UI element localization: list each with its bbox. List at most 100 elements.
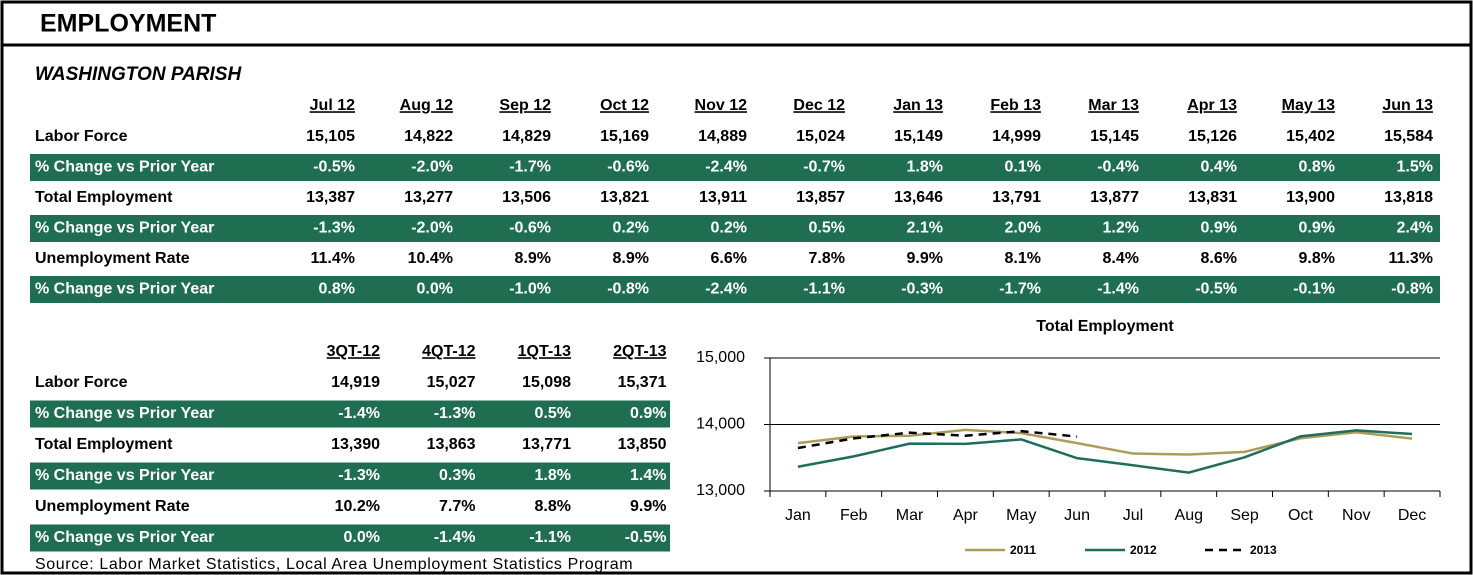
column-header: Dec 12 <box>793 97 845 114</box>
cell: 14,822 <box>404 128 453 145</box>
cell: 2.4% <box>1397 220 1433 237</box>
cell: 15,149 <box>894 128 943 145</box>
row-label: Labor Force <box>35 128 128 145</box>
series-line <box>797 429 1413 474</box>
cell: -0.3% <box>901 281 943 298</box>
cell: 8.1% <box>1005 250 1041 267</box>
cell: 13,831 <box>1188 189 1237 206</box>
row-label: % Change vs Prior Year <box>35 159 214 176</box>
legend-label: 2012 <box>1130 543 1157 557</box>
cell: -0.8% <box>1391 281 1433 298</box>
cell: 13,277 <box>404 189 453 206</box>
row-label: % Change vs Prior Year <box>35 281 214 298</box>
x-tick-label: Jul <box>1123 507 1143 524</box>
cell: -1.7% <box>509 159 551 176</box>
legend-label: 2013 <box>1250 543 1277 557</box>
row-label: Labor Force <box>35 374 128 391</box>
row-band <box>30 154 1440 181</box>
row-band <box>30 462 670 490</box>
x-tick-label: Nov <box>1342 507 1370 524</box>
x-tick-label: Jan <box>785 507 811 524</box>
cell: 0.1% <box>1005 159 1041 176</box>
cell: 13,857 <box>796 189 845 206</box>
cell: -0.5% <box>313 159 355 176</box>
x-tick-label: Sep <box>1230 507 1259 524</box>
column-header: Oct 12 <box>600 97 649 114</box>
subtitle: WASHINGTON PARISH <box>35 64 242 85</box>
cell: -1.3% <box>313 220 355 237</box>
y-tick-label: 15,000 <box>696 349 745 366</box>
cell: -2.4% <box>705 281 747 298</box>
cell: 0.3% <box>439 467 475 484</box>
column-header: Nov 12 <box>695 97 748 114</box>
column-header: May 13 <box>1282 97 1335 114</box>
column-header: Jun 13 <box>1382 97 1433 114</box>
cell: -1.4% <box>338 405 380 422</box>
chart-title: Total Employment <box>1036 318 1174 335</box>
row-band <box>30 400 670 428</box>
cell: -1.4% <box>1097 281 1139 298</box>
cell: -1.0% <box>509 281 551 298</box>
cell: 13,877 <box>1090 189 1139 206</box>
cell: 9.9% <box>907 250 943 267</box>
x-tick-label: Oct <box>1288 507 1313 524</box>
cell: 8.9% <box>515 250 551 267</box>
cell: 0.5% <box>535 405 571 422</box>
cell: 0.2% <box>613 220 649 237</box>
cell: 13,791 <box>992 189 1041 206</box>
cell: -1.1% <box>803 281 845 298</box>
cell: 13,850 <box>618 436 667 453</box>
cell: -1.4% <box>434 529 476 546</box>
row-label: Total Employment <box>35 436 173 453</box>
cell: 13,387 <box>306 189 355 206</box>
x-tick-label: Mar <box>896 507 924 524</box>
cell: 8.8% <box>535 498 571 515</box>
cell: 13,821 <box>600 189 649 206</box>
legend-label: 2011 <box>1010 543 1036 557</box>
column-header: Apr 13 <box>1187 97 1237 114</box>
cell: 1.4% <box>630 467 666 484</box>
series-line <box>797 428 1413 456</box>
cell: 15,098 <box>522 374 571 391</box>
cell: -0.5% <box>625 529 667 546</box>
cell: 0.4% <box>1201 159 1237 176</box>
cell: 0.8% <box>1299 159 1335 176</box>
column-header: Mar 13 <box>1088 97 1139 114</box>
cell: 7.8% <box>809 250 845 267</box>
column-header: 4QT-12 <box>422 343 475 360</box>
column-header: Aug 12 <box>400 97 453 114</box>
cell: 10.2% <box>335 498 380 515</box>
source: Source: Labor Market Statistics, Local A… <box>35 556 633 573</box>
row-label: % Change vs Prior Year <box>35 405 214 422</box>
cell: -0.6% <box>509 220 551 237</box>
cell: 15,145 <box>1090 128 1139 145</box>
row-label: % Change vs Prior Year <box>35 529 214 546</box>
series-line <box>797 429 1078 450</box>
cell: 1.2% <box>1103 220 1139 237</box>
cell: 13,863 <box>427 436 476 453</box>
cell: -1.1% <box>529 529 571 546</box>
column-header: Sep 12 <box>499 97 551 114</box>
cell: 7.7% <box>439 498 475 515</box>
cell: 13,390 <box>331 436 380 453</box>
cell: 6.6% <box>711 250 747 267</box>
cell: -0.1% <box>1293 281 1335 298</box>
x-tick-label: Dec <box>1398 507 1426 524</box>
row-band <box>30 276 1440 303</box>
row-label: Total Employment <box>35 189 173 206</box>
cell: -0.4% <box>1097 159 1139 176</box>
cell: 13,771 <box>522 436 571 453</box>
cell: 1.5% <box>1397 159 1433 176</box>
row-band <box>30 524 670 552</box>
cell: -2.0% <box>411 159 453 176</box>
cell: 0.2% <box>711 220 747 237</box>
cell: 0.9% <box>630 405 666 422</box>
row-label: Unemployment Rate <box>35 498 190 515</box>
cell: 14,999 <box>992 128 1041 145</box>
x-tick-label: Apr <box>953 507 979 524</box>
cell: -1.3% <box>338 467 380 484</box>
cell: 15,371 <box>618 374 667 391</box>
cell: 11.4% <box>311 250 355 267</box>
column-header: Feb 13 <box>990 97 1041 114</box>
